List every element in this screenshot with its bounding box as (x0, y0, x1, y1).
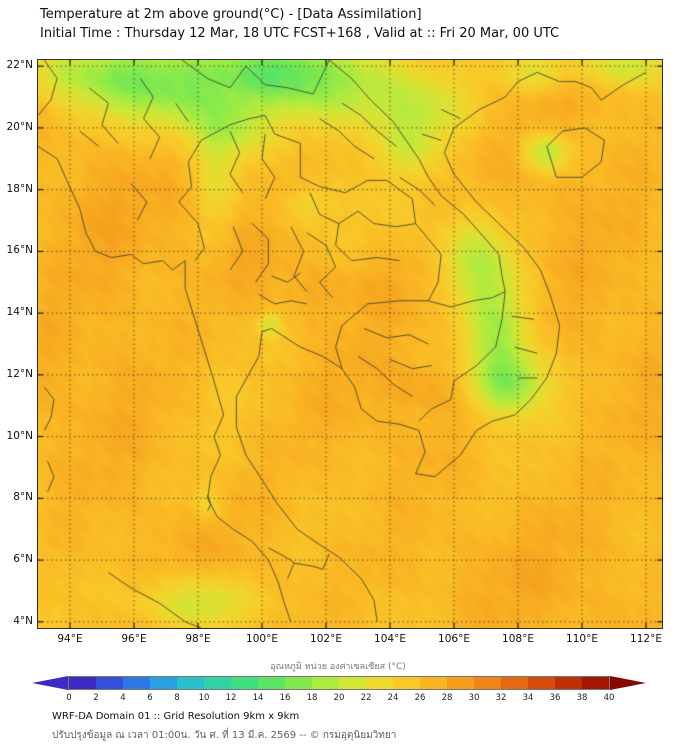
x-tick-label: 110°E (566, 633, 598, 645)
x-tick-label: 96°E (121, 633, 147, 645)
colorbar-tick-label: 0 (66, 693, 72, 703)
colorbar: 0 2 4 6 8 10 12 14 16 18 20 22 24 26 28 30 32 34 36 38 40 (32, 676, 646, 703)
colorbar-tick-label: 10 (198, 693, 210, 703)
page-title: Temperature at 2m above ground(°C) - [Da… (40, 7, 422, 22)
colorbar-segment (150, 677, 177, 689)
colorbar-tick-label: 18 (306, 693, 318, 703)
colorbar-tick-label: 28 (441, 693, 453, 703)
x-tick-label: 112°E (630, 633, 662, 645)
map-plot-area (37, 59, 663, 629)
colorbar-tick-label: 34 (522, 693, 534, 703)
colorbar-tick-label: 4 (120, 693, 126, 703)
colorbar-segment (501, 677, 528, 689)
colorbar-segment (285, 677, 312, 689)
colorbar-tick-label: 30 (468, 693, 480, 703)
colorbar-segment (312, 677, 339, 689)
colorbar-segment (96, 677, 123, 689)
colorbar-segment (339, 677, 366, 689)
y-tick-label: 20°N (6, 120, 33, 133)
colorbar-tick-label: 16 (279, 693, 291, 703)
y-tick-label: 16°N (6, 244, 33, 257)
footer-domain-info: WRF-DA Domain 01 :: Grid Resolution 9km … (52, 711, 300, 722)
y-tick-label: 10°N (6, 429, 33, 442)
colorbar-segment (420, 677, 447, 689)
colorbar-right-arrow (610, 676, 646, 690)
colorbar-tick-label: 2 (93, 693, 99, 703)
colorbar-label: อุณหภูมิ หน่วย องศาเซลเซียส (°C) (270, 662, 406, 672)
colorbar-left-arrow (32, 676, 68, 690)
colorbar-segment (555, 677, 582, 689)
y-tick-label: 6°N (13, 553, 33, 566)
x-tick-label: 102°E (310, 633, 342, 645)
colorbar-tick-label: 26 (414, 693, 426, 703)
colorbar-segment (393, 677, 420, 689)
colorbar-tick-label: 40 (603, 693, 615, 703)
colorbar-tick-label: 12 (225, 693, 237, 703)
y-tick-label: 12°N (6, 367, 33, 380)
x-tick-label: 98°E (185, 633, 211, 645)
x-tick-label: 100°E (246, 633, 278, 645)
y-tick-label: 4°N (13, 614, 33, 627)
colorbar-segment (204, 677, 231, 689)
colorbar-gradient (68, 676, 610, 690)
x-tick-label: 108°E (502, 633, 534, 645)
y-tick-label: 14°N (6, 306, 33, 319)
colorbar-tick-label: 24 (387, 693, 399, 703)
y-tick-label: 18°N (6, 182, 33, 195)
footer-update-info: ปรับปรุงข้อมูล ณ เวลา 01:00น. วัน ศ. ที่… (52, 730, 397, 741)
colorbar-tick-label: 36 (549, 693, 561, 703)
colorbar-tick-label: 20 (333, 693, 345, 703)
colorbar-tick-label: 32 (495, 693, 507, 703)
colorbar-segment (447, 677, 474, 689)
colorbar-segment (231, 677, 258, 689)
colorbar-segment (123, 677, 150, 689)
colorbar-tick-label: 22 (360, 693, 372, 703)
x-tick-label: 94°E (57, 633, 83, 645)
colorbar-tick-label: 38 (576, 693, 588, 703)
colorbar-tick-label: 14 (252, 693, 264, 703)
x-tick-label: 104°E (374, 633, 406, 645)
colorbar-tick-label: 6 (147, 693, 153, 703)
colorbar-segment (474, 677, 501, 689)
colorbar-segment (528, 677, 555, 689)
temperature-map-canvas (38, 60, 662, 628)
colorbar-segment (258, 677, 285, 689)
colorbar-tick-label: 8 (174, 693, 180, 703)
page-subtitle: Initial Time : Thursday 12 Mar, 18 UTC F… (40, 26, 560, 41)
colorbar-segment (69, 677, 96, 689)
colorbar-segment (366, 677, 393, 689)
x-tick-label: 106°E (438, 633, 470, 645)
y-tick-label: 22°N (6, 59, 33, 72)
colorbar-segment (177, 677, 204, 689)
colorbar-segment (582, 677, 609, 689)
y-tick-label: 8°N (13, 491, 33, 504)
